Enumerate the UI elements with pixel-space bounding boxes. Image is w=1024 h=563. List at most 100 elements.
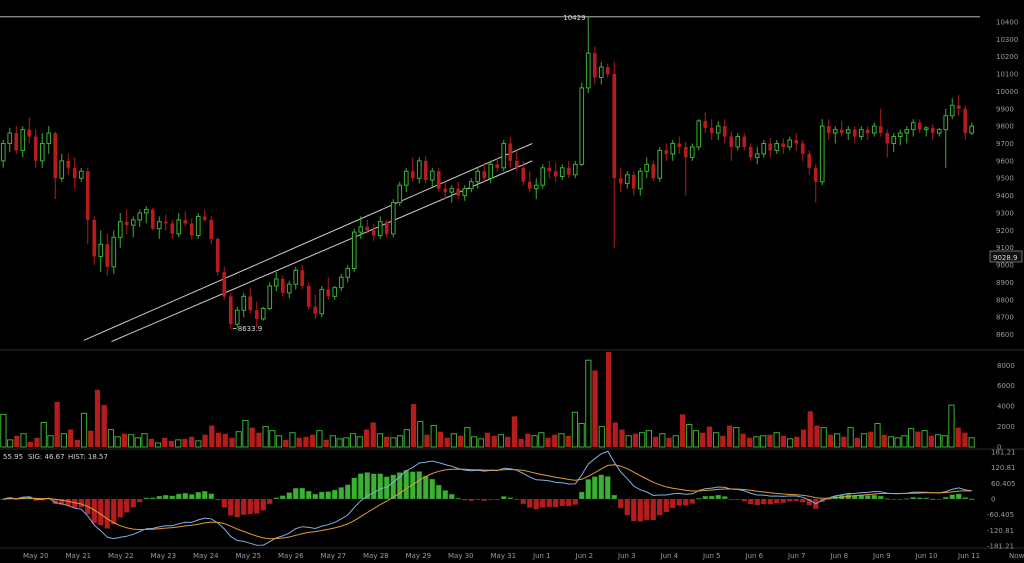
macd-histogram-bar	[962, 497, 969, 500]
date-tick-label: May 30	[448, 552, 474, 560]
volume-bar	[941, 435, 948, 448]
date-tick-label: May 29	[406, 552, 432, 560]
candle-body	[631, 174, 636, 189]
volume-bar	[336, 438, 343, 448]
macd-histogram-bar	[241, 499, 247, 515]
volume-bar	[363, 429, 370, 447]
candle-body	[787, 139, 793, 148]
volume-bar	[491, 435, 497, 447]
volume-bar	[605, 352, 612, 447]
candle-body	[345, 268, 351, 278]
volume-bar	[928, 435, 934, 447]
candle-body	[794, 140, 799, 144]
volume-bar	[800, 429, 807, 447]
candle-body	[585, 52, 591, 89]
candle-body	[371, 230, 376, 236]
macd-histogram-bar	[708, 495, 715, 500]
candle-body	[332, 287, 338, 297]
candle-body	[858, 129, 864, 138]
macd-histogram-bar	[500, 496, 507, 500]
macd-histogram-bar	[689, 499, 695, 504]
candle-body	[449, 188, 455, 193]
current-price-label: 9028.9	[993, 254, 1018, 262]
volume-bar	[417, 420, 424, 448]
candle-body	[969, 125, 975, 134]
candle-body	[170, 223, 175, 234]
volume-bar	[505, 436, 511, 447]
volume-bar	[538, 432, 545, 448]
price-tick-label: 9600	[996, 157, 1014, 165]
candle-body	[768, 143, 773, 151]
price-tick-label: 9500	[996, 175, 1014, 183]
candle-body	[53, 133, 58, 179]
volume-bar	[753, 436, 760, 448]
macd-histogram-bar	[182, 492, 189, 500]
volume-bar	[585, 359, 592, 448]
price-tick-label: 10200	[996, 53, 1018, 61]
macd-histogram-bar	[188, 494, 195, 500]
volume-bar	[686, 424, 693, 448]
macd-histogram-bar	[942, 497, 949, 500]
candle-body	[462, 188, 468, 197]
volume-tick-label: 8000	[997, 362, 1015, 370]
macd-histogram-bar	[670, 499, 676, 508]
macd-histogram-bar	[286, 492, 293, 500]
price-tick-label: 9200	[996, 227, 1014, 235]
candle-body	[85, 171, 90, 220]
volume-bar	[162, 437, 168, 447]
candle-body	[624, 174, 630, 184]
volume-bar	[323, 439, 329, 447]
price-tick-label: 10100	[996, 71, 1018, 79]
volume-bar	[283, 439, 289, 447]
volume-bar	[847, 427, 854, 448]
macd-histogram-bar	[637, 499, 643, 522]
macd-histogram-bar	[247, 499, 253, 515]
volume-bar	[525, 433, 531, 447]
candle-body	[163, 221, 168, 224]
candle-body	[813, 167, 818, 182]
volume-bar	[121, 433, 128, 447]
candle-body	[248, 296, 253, 311]
candle-body	[800, 143, 805, 154]
volume-bar	[444, 437, 450, 447]
candle-body	[351, 231, 357, 270]
macd-histogram-bar	[728, 499, 734, 500]
macd-histogram-bar	[201, 491, 208, 500]
macd-histogram-bar	[409, 471, 416, 500]
macd-hist-label: HIST: 18.57	[68, 453, 108, 461]
candle-body	[807, 153, 812, 168]
macd-histogram-bar	[260, 499, 266, 511]
macd-histogram-bar	[162, 494, 169, 500]
macd-histogram-bar	[370, 473, 377, 500]
candle-body	[319, 288, 325, 315]
macd-histogram-bar	[598, 474, 605, 500]
date-tick-label: May 31	[491, 552, 517, 560]
candle-body	[176, 219, 182, 235]
candle-body	[124, 221, 129, 226]
macd-histogram-bar	[104, 499, 110, 529]
candle-body	[384, 221, 389, 234]
candle-body	[559, 167, 565, 178]
macd-histogram-bar	[364, 472, 371, 500]
macd-tick-label: -181.21	[987, 543, 1014, 551]
volume-bar	[40, 421, 47, 448]
candle-body	[234, 309, 240, 325]
date-tick-label: Jun 2	[575, 552, 594, 560]
signal-line	[3, 464, 972, 540]
volume-bar	[733, 427, 740, 448]
volume-bar	[652, 436, 659, 447]
macd-histogram-bar	[604, 476, 611, 500]
volume-bar	[968, 437, 975, 448]
volume-bar	[195, 440, 202, 448]
macd-histogram-bar	[877, 495, 884, 500]
date-tick-label: Jun 9	[872, 552, 891, 560]
candle-body	[7, 132, 13, 144]
macd-histogram-bar	[663, 499, 669, 513]
macd-histogram-bar	[331, 489, 338, 500]
candle-body	[572, 163, 578, 176]
candle-body	[215, 239, 220, 273]
candle-body	[293, 269, 299, 285]
volume-bar	[127, 434, 135, 448]
macd-tick-label: 0	[991, 496, 995, 504]
